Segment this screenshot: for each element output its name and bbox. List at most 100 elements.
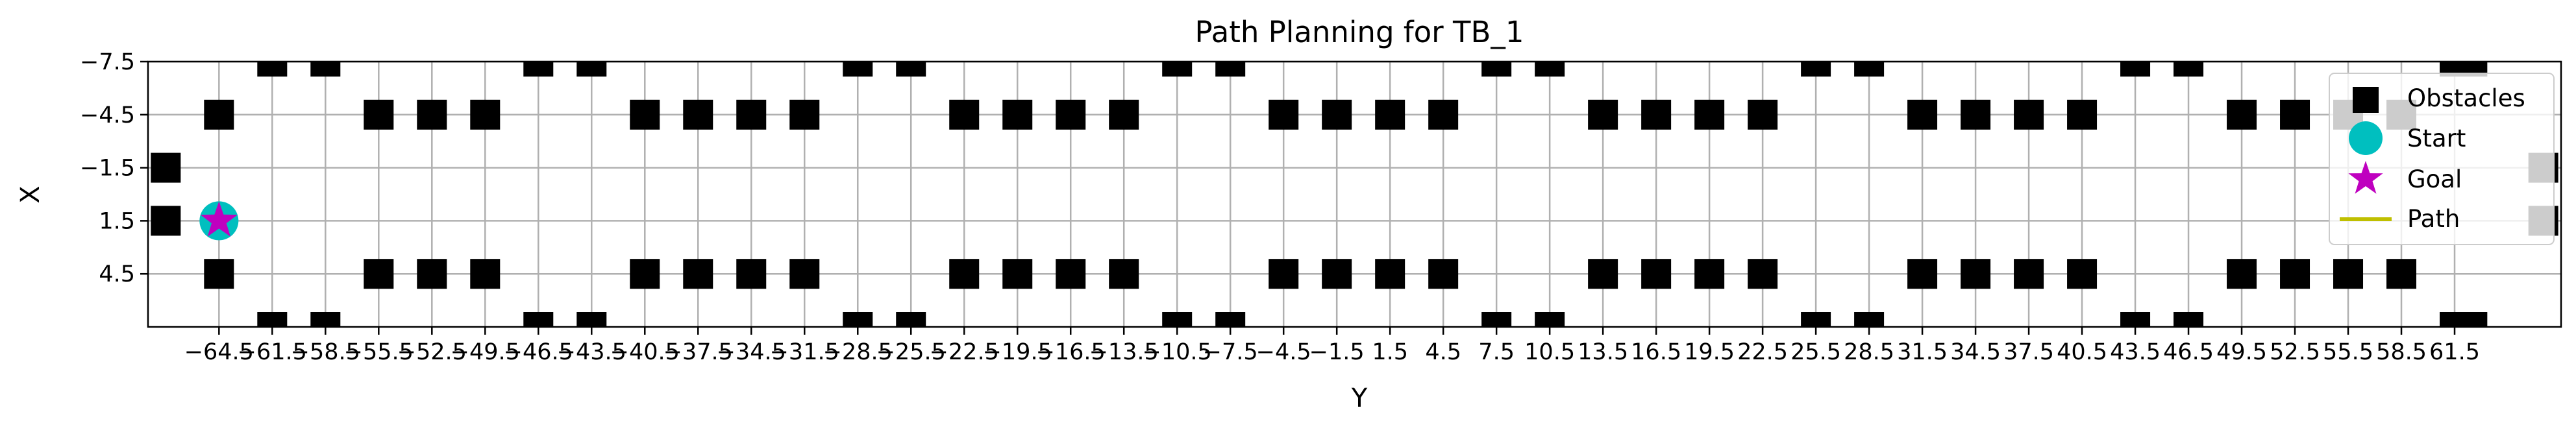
x-tick-label: 13.5 — [1578, 339, 1628, 365]
obstacle-marker — [1162, 62, 1193, 77]
obstacle-marker — [364, 259, 394, 289]
obstacle-marker — [2120, 312, 2151, 327]
obstacle-marker — [310, 62, 341, 77]
obstacle-marker — [1428, 259, 1459, 289]
obstacle-marker — [1748, 259, 1778, 289]
obstacle-marker — [2386, 259, 2417, 289]
x-tick-label: 10.5 — [1524, 339, 1575, 365]
y-axis-ticks: −7.5 −4.5 −1.5 1.5 4.5 — [80, 49, 148, 287]
obstacle-marker — [576, 312, 607, 327]
obstacle-marker — [151, 152, 181, 183]
x-tick-label: −49.5 — [451, 339, 520, 365]
y-tick-label: −1.5 — [80, 156, 135, 182]
x-tick-label: 49.5 — [2216, 339, 2267, 365]
x-tick-label: −31.5 — [770, 339, 839, 365]
obstacle-marker — [204, 99, 234, 130]
obstacle-marker — [2227, 99, 2257, 130]
legend: Obstacles Start Goal Path — [2329, 73, 2555, 245]
x-tick-label: 40.5 — [2057, 339, 2107, 365]
x-tick-label: 52.5 — [2270, 339, 2320, 365]
legend-square-marker — [2353, 87, 2379, 113]
obstacle-marker — [2067, 99, 2098, 130]
obstacle-marker — [1056, 259, 1086, 289]
obstacle-marker — [1162, 312, 1193, 327]
x-tick-label: 46.5 — [2163, 339, 2214, 365]
x-tick-label: −37.5 — [663, 339, 733, 365]
obstacle-marker — [1641, 259, 1672, 289]
obstacle-marker — [896, 62, 926, 77]
obstacle-marker — [2174, 62, 2204, 77]
obstacle-marker — [523, 312, 554, 327]
obstacle-marker — [1641, 99, 1672, 130]
x-tick-label: −16.5 — [1036, 339, 1106, 365]
obstacle-marker — [2067, 259, 2098, 289]
obstacle-marker — [2280, 99, 2310, 130]
y-tick-label: 4.5 — [99, 261, 135, 287]
x-tick-label: 55.5 — [2323, 339, 2373, 365]
obstacle-marker — [1588, 99, 1618, 130]
legend-label: Obstacles — [2407, 84, 2525, 112]
obstacle-marker — [1961, 99, 1991, 130]
obstacle-marker — [1215, 62, 1246, 77]
obstacle-marker — [417, 259, 447, 289]
x-tick-label: −61.5 — [238, 339, 307, 365]
obstacle-marker — [1056, 99, 1086, 130]
obstacle-marker — [1375, 99, 1406, 130]
x-tick-label: 22.5 — [1737, 339, 1788, 365]
obstacle-marker — [1854, 62, 1885, 77]
x-tick-label: −4.5 — [1256, 339, 1311, 365]
obstacle-marker — [1322, 259, 1352, 289]
legend-frame — [2329, 73, 2555, 245]
obstacle-marker — [470, 99, 501, 130]
x-tick-label: 34.5 — [1950, 339, 2001, 365]
obstacle-marker — [204, 259, 234, 289]
obstacle-marker — [683, 99, 713, 130]
obstacle-marker — [1961, 259, 1991, 289]
obstacle-marker — [843, 312, 873, 327]
obstacle-marker — [1748, 99, 1778, 130]
obstacle-marker — [1907, 259, 1938, 289]
x-tick-label: −10.5 — [1143, 339, 1212, 365]
obstacle-marker — [630, 259, 660, 289]
obstacle-marker — [1375, 259, 1406, 289]
x-axis-ticks: −64.5−61.5−58.5−55.5−52.5−49.5−46.5−43.5… — [184, 327, 2480, 365]
x-tick-label: −58.5 — [291, 339, 360, 365]
obstacle-marker — [1269, 259, 1299, 289]
obstacle-marker — [1109, 99, 1139, 130]
x-tick-label: −34.5 — [717, 339, 786, 365]
x-tick-label: −25.5 — [876, 339, 946, 365]
obstacle-marker — [417, 99, 447, 130]
x-tick-label: 43.5 — [2110, 339, 2161, 365]
obstacle-marker — [736, 259, 767, 289]
obstacle-marker — [1535, 62, 1565, 77]
x-tick-label: −64.5 — [184, 339, 254, 365]
x-tick-label: 37.5 — [2003, 339, 2054, 365]
x-tick-label: −19.5 — [983, 339, 1052, 365]
x-tick-label: 19.5 — [1684, 339, 1735, 365]
plot-area — [151, 62, 2558, 327]
obstacle-marker — [1588, 259, 1618, 289]
obstacle-marker — [1002, 259, 1033, 289]
obstacle-marker — [1428, 99, 1459, 130]
legend-star-marker — [2348, 161, 2383, 194]
legend-circle-marker — [2349, 121, 2383, 155]
obstacle-marker — [630, 99, 660, 130]
goal-marker — [200, 201, 238, 237]
obstacle-marker — [896, 312, 926, 327]
obstacle-marker — [1694, 259, 1725, 289]
x-tick-label: 58.5 — [2376, 339, 2427, 365]
x-tick-label: 28.5 — [1844, 339, 1894, 365]
obstacle-marker — [257, 312, 288, 327]
x-tick-label: −46.5 — [504, 339, 573, 365]
x-tick-label: 7.5 — [1478, 339, 1515, 365]
obstacle-marker — [257, 62, 288, 77]
legend-label: Start — [2407, 125, 2466, 152]
obstacle-marker — [949, 259, 980, 289]
obstacle-marker — [2333, 259, 2364, 289]
legend-label: Path — [2407, 205, 2460, 233]
x-tick-label: −1.5 — [1309, 339, 1365, 365]
plot-frame — [147, 60, 2562, 328]
obstacle-marker — [576, 62, 607, 77]
obstacle-marker — [2457, 312, 2488, 327]
